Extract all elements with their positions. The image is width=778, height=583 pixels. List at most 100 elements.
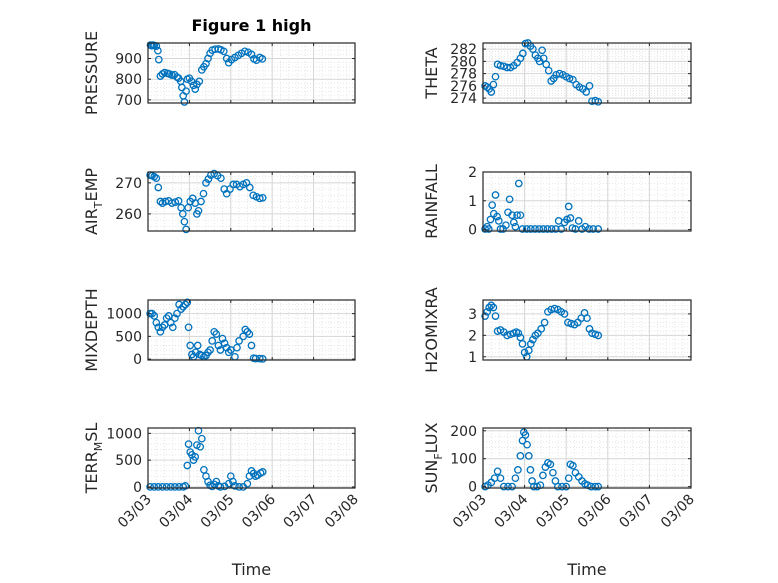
subplot-mixdepth: 0 500 1000 MIXDEPTH [82,288,356,372]
data-point [550,304,559,313]
data-point [197,434,206,443]
data-point [493,467,502,476]
data-point [583,314,591,323]
y-tick-label: 500 [115,453,142,469]
data-point [524,452,533,460]
data-point [554,482,562,491]
data-point [183,461,192,470]
data-point [487,301,496,310]
x-tick-label: 03/06 [239,491,279,531]
data-point [195,77,204,86]
data-point [483,307,492,316]
data-point [150,312,159,320]
plot-area [483,172,691,231]
data-point [258,193,267,202]
data-point [564,202,573,211]
data-point [540,318,549,327]
data-point [243,327,252,336]
y-tick-label: 278 [450,67,477,83]
data-point [212,330,221,338]
y-axis-label: THETA [422,47,441,99]
data-point [526,340,535,348]
data-point [539,471,547,480]
data-point [543,225,552,233]
data-point [219,47,228,56]
y-tick-label: 260 [115,207,142,223]
y-tick-label: 0 [133,480,142,496]
data-point [594,97,603,106]
data-point [196,442,205,451]
data-point [206,346,214,354]
data-point [204,348,212,357]
y-axis-label: RAINFALL [422,164,441,239]
data-point [189,81,198,90]
data-point [494,217,503,225]
data-point [181,300,190,309]
data-point [222,54,231,63]
data-point [502,221,510,230]
y-tick-label: 900 [115,52,142,68]
data-point [245,183,254,192]
y-tick-label: 274 [450,91,477,107]
data-point [589,225,598,233]
x-axis-label: Time [566,560,606,579]
data-point [481,225,489,233]
y-tick-label: 100 [450,452,477,468]
data-point [231,482,239,490]
data-point [491,72,500,81]
data-point [518,225,527,233]
data-point [233,343,241,352]
data-point [191,348,200,357]
data-point [519,49,527,58]
data-point [503,331,511,340]
y-axis-label: SUNFLUX [422,422,445,493]
y-tick-label: 500 [115,329,142,345]
axes-box [482,427,692,489]
data-point [208,337,217,345]
data-point [508,482,516,491]
x-tick-label: 03/07 [616,492,656,532]
data-point [537,325,546,333]
data-point [220,339,229,348]
axes-box [147,171,356,232]
data-point [581,222,590,231]
data-point [173,309,181,318]
axes-box [482,299,692,361]
data-point [516,452,525,460]
data-point [243,479,252,488]
y-tick-label: 0 [468,480,477,496]
data-point [562,482,571,491]
y-tick-label: 2 [468,165,477,181]
data-point [216,483,225,491]
plot-area [148,300,355,360]
data-point [255,194,264,203]
axes-box [147,42,356,104]
data-point [511,474,520,483]
data-point [258,468,267,476]
data-point [258,355,267,363]
data-point [505,195,514,204]
y-tick-label: 0 [133,352,142,368]
data-point [235,483,243,491]
data-point [180,98,189,106]
y-tick-label: 3 [468,307,477,323]
data-point [245,330,254,338]
y-tick-label: 800 [115,72,142,88]
data-point [194,206,203,215]
data-point [531,225,539,233]
data-point [486,215,495,224]
y-tick-label: 1 [468,350,477,366]
chart-title: Figure 1 high [192,16,312,35]
data-point [594,331,603,340]
data-point [168,323,177,332]
x-tick-label: 03/04 [156,491,196,531]
data-point [522,225,531,233]
data-point [156,327,165,336]
data-point [544,66,553,75]
data-point [549,468,557,477]
data-point [216,346,225,354]
y-tick-label: 700 [115,93,142,109]
data-point [481,312,489,320]
data-point [558,482,566,491]
y-tick-label: 276 [450,79,477,95]
